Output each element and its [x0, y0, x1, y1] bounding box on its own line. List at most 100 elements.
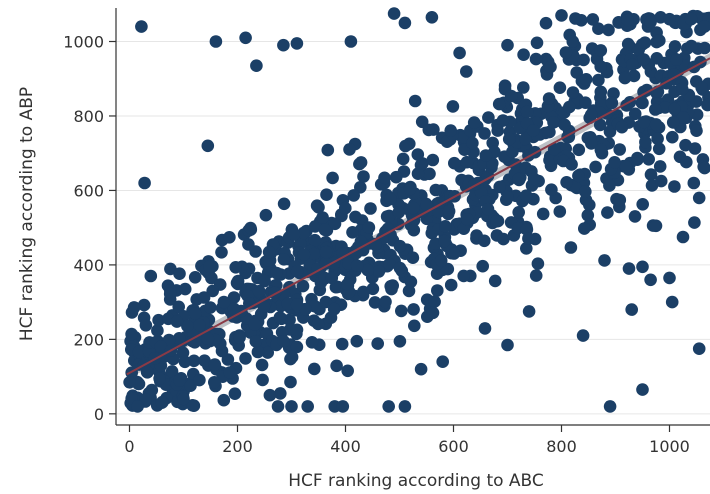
- data-point: [262, 245, 276, 259]
- data-point: [244, 221, 257, 235]
- data-point: [378, 171, 391, 185]
- data-point: [592, 22, 605, 35]
- data-point: [132, 345, 146, 359]
- data-point: [663, 12, 676, 26]
- data-point: [227, 291, 241, 304]
- data-point: [327, 302, 341, 316]
- data-point: [398, 16, 412, 30]
- data-point: [172, 300, 185, 314]
- data-point: [319, 245, 333, 259]
- data-point: [439, 220, 452, 233]
- y-tick-label-0: 0: [94, 405, 104, 424]
- data-point: [316, 211, 329, 224]
- data-point: [131, 400, 144, 413]
- data-point: [186, 399, 199, 412]
- x-tick-label-600: 600: [438, 437, 469, 456]
- y-tick-label-200: 200: [73, 330, 104, 349]
- data-point: [676, 230, 690, 244]
- data-point: [594, 44, 608, 57]
- data-point: [407, 223, 421, 237]
- data-point: [649, 118, 663, 131]
- data-point: [460, 65, 473, 78]
- data-point: [137, 298, 151, 312]
- data-point: [325, 271, 339, 285]
- data-point: [296, 279, 310, 293]
- data-point: [491, 124, 505, 137]
- data-point: [396, 152, 410, 166]
- data-point: [642, 153, 655, 166]
- data-point: [665, 295, 679, 309]
- data-point: [123, 376, 136, 389]
- data-point: [578, 222, 591, 235]
- data-point: [675, 82, 689, 96]
- data-point: [558, 118, 571, 132]
- data-point: [257, 300, 271, 313]
- data-point: [425, 10, 439, 24]
- data-point: [284, 375, 297, 389]
- data-point: [695, 81, 708, 94]
- data-point: [636, 96, 649, 110]
- data-point: [637, 53, 651, 66]
- data-point: [155, 396, 169, 410]
- data-point: [555, 9, 568, 22]
- data-point: [428, 295, 441, 308]
- data-point: [201, 139, 215, 153]
- data-point: [308, 220, 322, 233]
- data-point: [407, 303, 420, 316]
- data-point: [277, 252, 291, 266]
- data-point: [382, 400, 396, 413]
- data-point: [350, 246, 363, 260]
- x-tick-label-200: 200: [222, 437, 253, 456]
- data-point: [277, 38, 290, 52]
- data-point: [208, 358, 222, 371]
- data-point: [576, 329, 590, 342]
- data-point: [431, 284, 444, 297]
- data-point: [488, 274, 502, 288]
- data-point: [607, 87, 620, 100]
- data-point: [666, 116, 680, 129]
- data-point: [366, 282, 380, 296]
- data-point: [621, 13, 634, 27]
- data-point: [398, 400, 412, 413]
- data-point: [341, 277, 354, 291]
- data-point: [173, 267, 186, 281]
- data-point: [357, 285, 370, 299]
- data-point: [529, 269, 543, 282]
- data-point: [638, 36, 652, 49]
- data-point: [411, 148, 425, 161]
- data-point: [251, 345, 265, 359]
- data-point: [603, 125, 617, 138]
- data-point: [297, 226, 310, 240]
- data-point: [684, 12, 698, 26]
- data-point: [701, 98, 710, 112]
- data-point: [432, 205, 446, 219]
- data-point: [670, 53, 683, 66]
- data-point: [547, 142, 561, 156]
- data-point: [181, 319, 194, 333]
- data-point: [585, 137, 598, 150]
- data-point: [522, 232, 535, 245]
- data-point: [502, 132, 516, 146]
- data-point: [543, 153, 556, 167]
- data-point: [526, 124, 540, 137]
- data-point: [231, 274, 245, 288]
- data-point: [154, 340, 168, 354]
- data-point: [350, 334, 364, 348]
- x-tick-label-0: 0: [124, 437, 134, 456]
- data-point: [542, 92, 556, 105]
- data-point: [228, 387, 242, 401]
- data-point: [481, 202, 495, 216]
- data-point: [613, 143, 626, 156]
- data-point: [566, 35, 580, 48]
- data-point: [206, 284, 219, 298]
- data-point: [504, 89, 518, 103]
- data-point: [255, 358, 269, 372]
- data-point: [261, 346, 275, 359]
- axes: [115, 8, 710, 426]
- data-point: [318, 223, 332, 237]
- data-point: [404, 275, 418, 289]
- data-point: [341, 364, 355, 378]
- data-point: [386, 279, 400, 292]
- data-point: [663, 271, 676, 285]
